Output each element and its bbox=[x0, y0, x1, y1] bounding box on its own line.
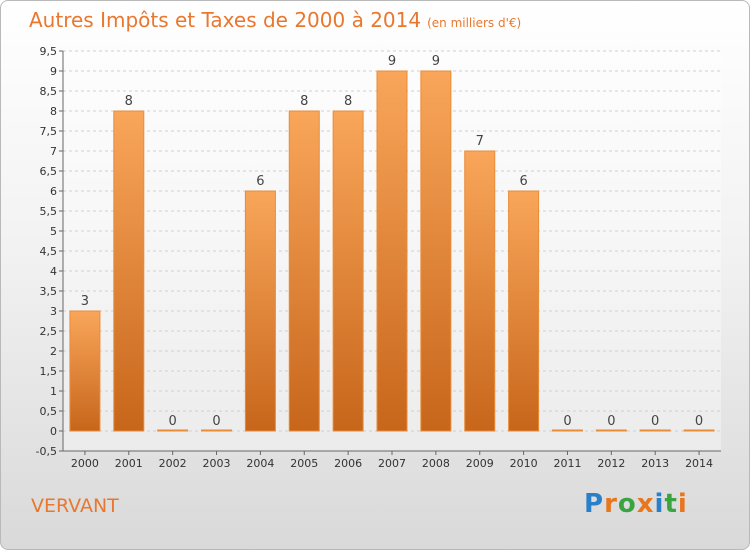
data-label: 6 bbox=[519, 174, 527, 189]
data-label: 6 bbox=[256, 174, 264, 189]
x-tick-label: 2007 bbox=[378, 457, 406, 470]
x-tick-label: 2005 bbox=[290, 457, 318, 470]
bar bbox=[69, 310, 101, 432]
bar bbox=[683, 429, 715, 432]
x-tick-label: 2011 bbox=[553, 457, 581, 470]
bar bbox=[113, 110, 145, 432]
data-label: 0 bbox=[169, 414, 177, 429]
y-tick-label: 6 bbox=[50, 185, 57, 198]
data-label: 9 bbox=[432, 54, 440, 69]
bar bbox=[376, 70, 408, 432]
y-tick-label: 4,5 bbox=[40, 245, 58, 258]
y-tick-label: 3 bbox=[50, 305, 57, 318]
y-tick-label: 1 bbox=[50, 385, 57, 398]
bar bbox=[551, 429, 583, 432]
y-tick-label: 9,5 bbox=[40, 45, 58, 58]
y-tick-label: 7,5 bbox=[40, 125, 58, 138]
data-label: 0 bbox=[607, 414, 615, 429]
y-tick-label: 0 bbox=[50, 425, 57, 438]
bar bbox=[244, 190, 276, 432]
y-tick-label: 5,5 bbox=[40, 205, 58, 218]
data-label: 9 bbox=[388, 54, 396, 69]
bar bbox=[508, 190, 540, 432]
data-label: 8 bbox=[125, 94, 133, 109]
bar bbox=[157, 429, 189, 432]
bar bbox=[595, 429, 627, 432]
x-tick-label: 2000 bbox=[71, 457, 99, 470]
data-label: 0 bbox=[695, 414, 703, 429]
x-tick-label: 2003 bbox=[203, 457, 231, 470]
bar bbox=[201, 429, 233, 432]
y-tick-label: 0,5 bbox=[40, 405, 58, 418]
bar bbox=[332, 110, 364, 432]
y-tick-label: 8,5 bbox=[40, 85, 58, 98]
logo-letter: o bbox=[617, 489, 637, 519]
logo-letter: i bbox=[677, 489, 688, 519]
proxiti-logo: Proxiti bbox=[584, 489, 688, 519]
x-tick-label: 2009 bbox=[466, 457, 494, 470]
y-tick-label: 7 bbox=[50, 145, 57, 158]
data-label: 8 bbox=[300, 94, 308, 109]
bar bbox=[288, 110, 320, 432]
y-tick-label: 5 bbox=[50, 225, 57, 238]
y-tick-label: 4 bbox=[50, 265, 57, 278]
x-tick-label: 2002 bbox=[159, 457, 187, 470]
x-tick-label: 2008 bbox=[422, 457, 450, 470]
y-tick-label: 3,5 bbox=[40, 285, 58, 298]
bar bbox=[639, 429, 671, 432]
data-label: 0 bbox=[563, 414, 571, 429]
data-label: 0 bbox=[651, 414, 659, 429]
x-tick-label: 2004 bbox=[246, 457, 274, 470]
x-tick-label: 2006 bbox=[334, 457, 362, 470]
y-tick-label: 2 bbox=[50, 345, 57, 358]
commune-name: VERVANT bbox=[31, 495, 119, 517]
chart-title: Autres Impôts et Taxes de 2000 à 2014 (en… bbox=[29, 8, 521, 32]
y-tick-label: 2,5 bbox=[40, 325, 58, 338]
data-label: 0 bbox=[212, 414, 220, 429]
logo-letter: r bbox=[604, 489, 618, 519]
x-tick-label: 2012 bbox=[597, 457, 625, 470]
logo-letter: i bbox=[654, 489, 665, 519]
x-tick-label: 2013 bbox=[641, 457, 669, 470]
x-tick-label: 2014 bbox=[685, 457, 713, 470]
data-label: 8 bbox=[344, 94, 352, 109]
data-label: 3 bbox=[81, 294, 89, 309]
y-tick-label: 6,5 bbox=[40, 165, 58, 178]
chart-title-text: Autres Impôts et Taxes de 2000 à 2014 bbox=[29, 8, 422, 32]
x-tick-label: 2001 bbox=[115, 457, 143, 470]
logo-letter: P bbox=[584, 489, 605, 519]
y-tick-label: 1,5 bbox=[40, 365, 58, 378]
x-tick-label: 2010 bbox=[510, 457, 538, 470]
bar bbox=[464, 150, 496, 432]
chart-unit: (en milliers d'€) bbox=[427, 16, 522, 30]
logo-letter: x bbox=[636, 489, 655, 519]
y-tick-label: 9 bbox=[50, 65, 57, 78]
logo-letter: t bbox=[664, 489, 678, 519]
y-tick-label: -0,5 bbox=[36, 445, 57, 458]
data-label: 7 bbox=[476, 134, 484, 149]
bar bbox=[420, 70, 452, 432]
y-tick-label: 8 bbox=[50, 105, 57, 118]
